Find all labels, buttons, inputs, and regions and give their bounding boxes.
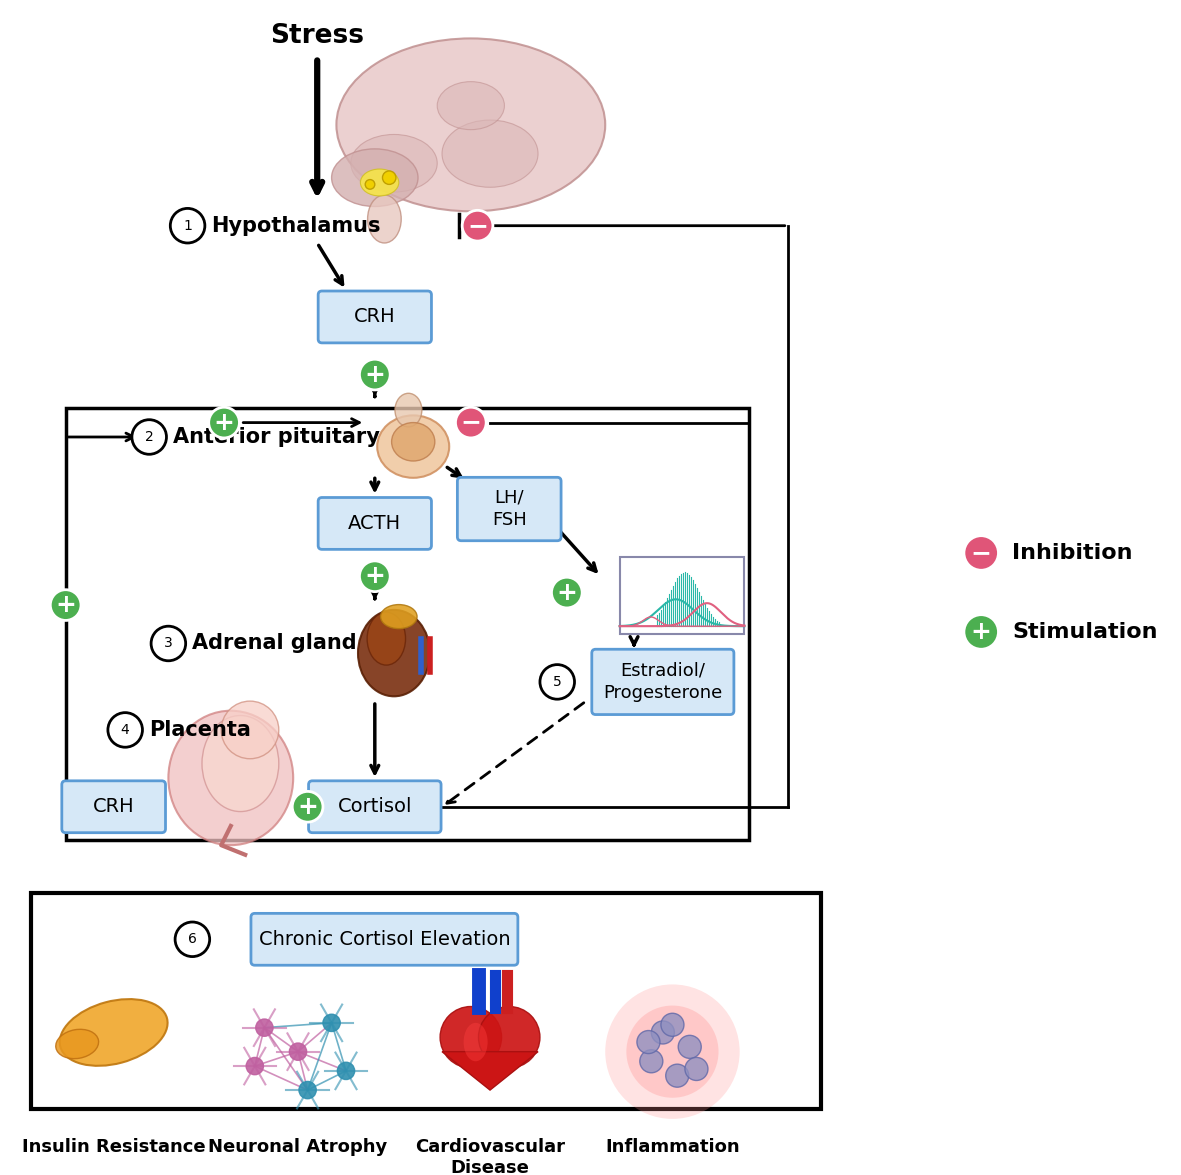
Circle shape [292,792,322,822]
Text: +: + [365,564,385,589]
Ellipse shape [394,394,422,427]
FancyBboxPatch shape [61,781,165,833]
Circle shape [540,665,574,699]
Text: 1: 1 [183,219,193,233]
Circle shape [107,712,143,747]
FancyBboxPatch shape [620,557,744,633]
Text: CRH: CRH [354,308,396,327]
Polygon shape [442,1052,539,1090]
Circle shape [289,1043,307,1060]
FancyBboxPatch shape [31,893,821,1109]
Circle shape [338,1062,354,1080]
Circle shape [299,1081,317,1099]
Circle shape [246,1058,263,1075]
Ellipse shape [360,169,399,196]
Text: Insulin Resistance: Insulin Resistance [21,1139,205,1156]
FancyBboxPatch shape [457,477,561,540]
Circle shape [964,615,998,650]
Circle shape [151,626,185,660]
Circle shape [359,560,390,592]
FancyBboxPatch shape [592,650,733,714]
FancyBboxPatch shape [318,291,431,343]
Circle shape [478,1007,540,1068]
Circle shape [359,360,390,390]
Ellipse shape [337,39,605,212]
Circle shape [383,170,396,184]
Circle shape [175,922,210,956]
Circle shape [170,208,204,243]
Text: +: + [556,580,578,605]
Circle shape [637,1030,660,1054]
Text: 4: 4 [120,723,130,737]
Text: Cortisol: Cortisol [338,798,412,817]
Ellipse shape [358,610,430,697]
Circle shape [685,1058,707,1081]
Text: −: − [466,214,488,237]
Circle shape [462,210,492,241]
Circle shape [661,1013,684,1036]
Circle shape [456,408,487,438]
Ellipse shape [464,1023,488,1061]
Text: Cardiovascular
Disease: Cardiovascular Disease [415,1139,565,1175]
Text: Inflammation: Inflammation [605,1139,739,1156]
Ellipse shape [392,423,435,461]
Ellipse shape [56,1029,98,1059]
Text: Inhibition: Inhibition [1012,543,1133,563]
Text: Anterior pituitary: Anterior pituitary [174,427,380,446]
Text: −: − [971,540,992,565]
Circle shape [51,590,81,620]
FancyBboxPatch shape [250,913,517,965]
Text: Estradiol/
Progesterone: Estradiol/ Progesterone [603,662,723,701]
Text: Placenta: Placenta [149,720,252,740]
FancyBboxPatch shape [318,497,431,550]
Text: Stress: Stress [270,24,364,49]
Ellipse shape [380,605,417,629]
Text: 6: 6 [188,932,197,946]
Circle shape [132,419,167,455]
Ellipse shape [169,711,293,845]
Text: +: + [365,363,385,387]
Text: Neuronal Atrophy: Neuronal Atrophy [208,1139,387,1156]
Circle shape [322,1014,340,1032]
Ellipse shape [202,716,279,812]
Text: ACTH: ACTH [348,513,402,533]
Circle shape [678,1035,702,1059]
Text: 5: 5 [553,674,562,689]
Text: +: + [56,593,76,617]
Circle shape [209,408,240,438]
Circle shape [552,577,582,607]
Text: Adrenal gland: Adrenal gland [193,633,357,653]
Text: Hypothalamus: Hypothalamus [211,216,381,236]
Circle shape [964,536,998,570]
Ellipse shape [367,612,405,665]
Text: +: + [214,410,235,435]
Text: Chronic Cortisol Elevation: Chronic Cortisol Elevation [259,929,510,948]
Circle shape [221,701,279,759]
Text: +: + [971,620,992,644]
Ellipse shape [351,134,437,192]
Text: CRH: CRH [93,798,135,817]
Circle shape [365,180,374,189]
Text: 3: 3 [164,637,172,651]
Ellipse shape [437,81,504,129]
Text: 2: 2 [145,430,154,444]
Circle shape [652,1021,674,1043]
Text: +: + [298,794,318,819]
FancyBboxPatch shape [308,781,441,833]
Ellipse shape [60,999,168,1066]
Ellipse shape [377,416,449,478]
Circle shape [441,1007,502,1068]
Circle shape [626,1006,718,1097]
Text: −: − [461,410,482,435]
Circle shape [640,1049,663,1073]
Circle shape [256,1019,273,1036]
Circle shape [666,1065,689,1087]
Ellipse shape [442,120,539,187]
Circle shape [605,985,739,1119]
Text: LH/
FSH: LH/ FSH [491,489,527,529]
Ellipse shape [367,195,402,243]
Text: Stimulation: Stimulation [1012,622,1157,642]
Ellipse shape [332,149,418,207]
